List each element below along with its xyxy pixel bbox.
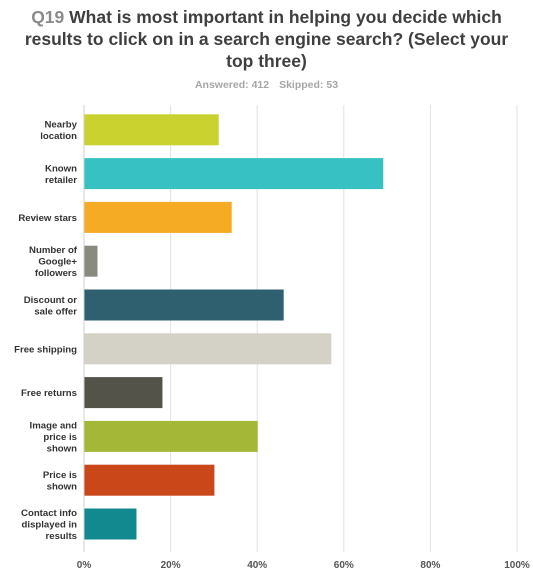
x-tick-label: 80% [420, 560, 440, 571]
response-stats: Answered: 412 Skipped: 53 [0, 79, 533, 91]
bar [84, 508, 137, 540]
x-tick-label: 100% [504, 560, 530, 571]
bar [84, 114, 219, 146]
category-label: Image and price is shown [30, 420, 78, 454]
category-label: Discount or sale offer [24, 295, 78, 318]
category-label: Price is shown [43, 470, 77, 493]
category-label: Review stars [18, 213, 77, 224]
answered-count: Answered: 412 [194, 79, 270, 91]
category-label: Contact info displayed in results [21, 508, 77, 542]
chart-title: Q19 What is most important in helping yo… [20, 6, 513, 72]
question-number: Q19 [31, 7, 65, 27]
category-label: Free shipping [14, 344, 77, 355]
x-tick-label: 60% [334, 560, 354, 571]
bar [84, 158, 384, 190]
bar [84, 420, 258, 452]
x-tick-label: 40% [247, 560, 267, 571]
x-tick-label: 0% [77, 560, 92, 571]
bar [84, 245, 98, 277]
bar [84, 289, 284, 321]
question-text: What is most important in helping you de… [24, 7, 509, 71]
bar [84, 377, 163, 409]
bar [84, 201, 232, 233]
x-tick-label: 20% [161, 560, 181, 571]
category-label: Free returns [21, 388, 77, 399]
category-label: Number of Google+ followers [29, 245, 78, 279]
bar [84, 333, 332, 365]
category-label: Nearby location [40, 120, 77, 143]
category-label: Known retailer [45, 163, 77, 186]
skipped-count: Skipped: 53 [279, 79, 339, 91]
bar [84, 464, 215, 496]
